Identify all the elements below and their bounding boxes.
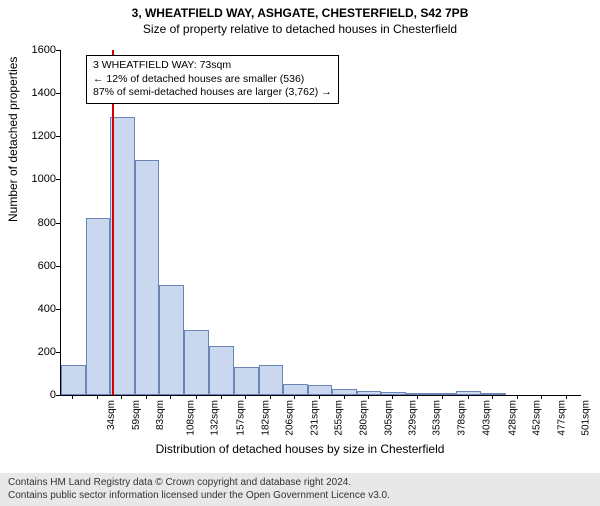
y-tick-label: 200: [20, 346, 56, 358]
footer-line2: Contains public sector information licen…: [8, 490, 592, 503]
x-tick-mark: [170, 395, 171, 399]
y-tick-label: 1200: [20, 130, 56, 142]
x-tick-mark: [97, 395, 98, 399]
y-tick-label: 1400: [20, 87, 56, 99]
x-tick-mark: [121, 395, 122, 399]
histogram-bar: [283, 384, 308, 395]
x-tick-label: 378sqm: [457, 400, 468, 436]
x-tick-mark: [468, 395, 469, 399]
footer-line1: Contains HM Land Registry data © Crown c…: [8, 477, 592, 490]
histogram-bar: [61, 365, 86, 395]
histogram-bar: [234, 367, 259, 395]
x-tick-label: 34sqm: [106, 400, 117, 430]
x-tick-mark: [221, 395, 222, 399]
x-tick-label: 452sqm: [531, 400, 542, 436]
histogram-bar: [308, 385, 332, 395]
x-tick-label: 329sqm: [408, 400, 419, 436]
x-tick-mark: [319, 395, 320, 399]
x-tick-mark: [566, 395, 567, 399]
x-tick-mark: [270, 395, 271, 399]
histogram-bar: [481, 393, 506, 395]
y-tick-label: 0: [20, 389, 56, 401]
y-tick-label: 1000: [20, 173, 56, 185]
x-tick-mark: [442, 395, 443, 399]
x-tick-label: 108sqm: [186, 400, 197, 436]
histogram-bar: [259, 365, 283, 395]
y-tick-mark: [56, 223, 60, 224]
y-tick-mark: [56, 50, 60, 51]
x-axis-label: Distribution of detached houses by size …: [0, 442, 600, 456]
footer-attribution: Contains HM Land Registry data © Crown c…: [0, 473, 600, 506]
x-tick-label: 59sqm: [131, 400, 142, 430]
x-tick-label: 132sqm: [210, 400, 221, 436]
y-tick-mark: [56, 309, 60, 310]
x-tick-mark: [392, 395, 393, 399]
histogram-bar: [209, 346, 234, 395]
y-tick-mark: [56, 136, 60, 137]
x-tick-mark: [344, 395, 345, 399]
x-tick-label: 231sqm: [309, 400, 320, 436]
histogram-bar: [159, 285, 184, 395]
histogram-bar: [381, 392, 406, 395]
x-tick-mark: [368, 395, 369, 399]
x-tick-label: 477sqm: [556, 400, 567, 436]
x-tick-label: 206sqm: [284, 400, 295, 436]
histogram-bar: [86, 218, 110, 395]
x-tick-label: 403sqm: [482, 400, 493, 436]
histogram-bar: [135, 160, 159, 395]
x-tick-mark: [492, 395, 493, 399]
x-tick-mark: [541, 395, 542, 399]
y-tick-label: 600: [20, 260, 56, 272]
y-tick-mark: [56, 352, 60, 353]
x-tick-label: 255sqm: [333, 400, 344, 436]
y-tick-mark: [56, 266, 60, 267]
x-tick-mark: [517, 395, 518, 399]
x-tick-mark: [417, 395, 418, 399]
x-tick-mark: [245, 395, 246, 399]
title-subtitle: Size of property relative to detached ho…: [0, 22, 600, 36]
x-tick-label: 83sqm: [155, 400, 166, 430]
y-tick-label: 400: [20, 303, 56, 315]
annotation-line1: 3 WHEATFIELD WAY: 73sqm: [93, 59, 332, 73]
x-tick-label: 501sqm: [580, 400, 591, 436]
annotation-box: 3 WHEATFIELD WAY: 73sqm ← 12% of detache…: [86, 55, 339, 104]
annotation-line3: 87% of semi-detached houses are larger (…: [93, 86, 332, 100]
y-tick-mark: [56, 93, 60, 94]
x-tick-mark: [196, 395, 197, 399]
y-tick-label: 1600: [20, 44, 56, 56]
title-address: 3, WHEATFIELD WAY, ASHGATE, CHESTERFIELD…: [0, 6, 600, 20]
x-tick-mark: [294, 395, 295, 399]
x-tick-label: 182sqm: [260, 400, 271, 436]
x-tick-label: 428sqm: [507, 400, 518, 436]
x-tick-mark: [146, 395, 147, 399]
y-tick-label: 800: [20, 217, 56, 229]
x-tick-label: 353sqm: [432, 400, 443, 436]
histogram-bar: [184, 330, 208, 395]
y-tick-mark: [56, 179, 60, 180]
y-tick-mark: [56, 395, 60, 396]
y-axis-label: Number of detached properties: [6, 57, 20, 222]
x-tick-label: 305sqm: [384, 400, 395, 436]
annotation-line2: ← 12% of detached houses are smaller (53…: [93, 73, 332, 87]
histogram-bar: [406, 393, 430, 395]
x-tick-mark: [72, 395, 73, 399]
x-tick-label: 157sqm: [235, 400, 246, 436]
x-tick-label: 280sqm: [359, 400, 370, 436]
